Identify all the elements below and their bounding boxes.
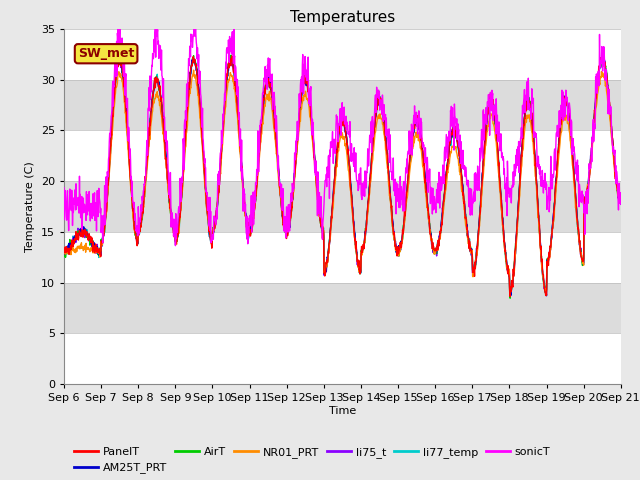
Bar xyxy=(64,80,621,130)
Bar xyxy=(64,29,621,80)
Bar xyxy=(64,232,621,283)
Bar xyxy=(64,181,621,232)
Text: SW_met: SW_met xyxy=(78,47,134,60)
Bar xyxy=(64,283,621,333)
Bar xyxy=(64,333,621,384)
X-axis label: Time: Time xyxy=(329,406,356,416)
Y-axis label: Temperature (C): Temperature (C) xyxy=(26,161,35,252)
Bar xyxy=(64,130,621,181)
Title: Temperatures: Temperatures xyxy=(290,10,395,25)
Legend: PanelT, AM25T_PRT, AirT, NR01_PRT, li75_t, li77_temp, sonicT: PanelT, AM25T_PRT, AirT, NR01_PRT, li75_… xyxy=(70,443,554,478)
